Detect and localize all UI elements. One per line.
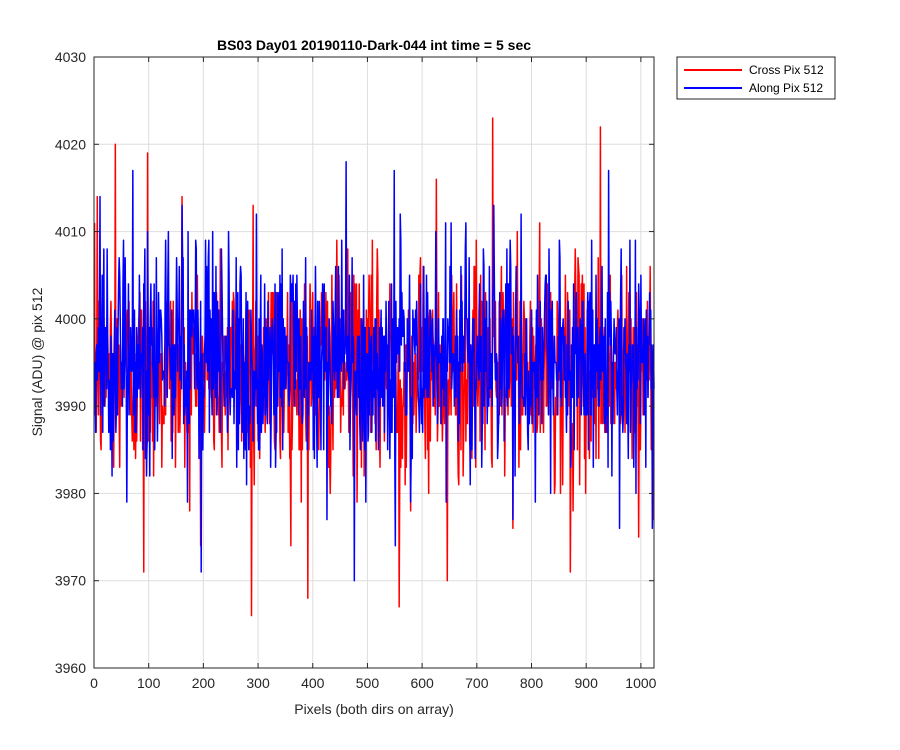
y-axis-label: Signal (ADU) @ pix 512 xyxy=(29,287,45,436)
y-tick-label: 3970 xyxy=(55,573,86,589)
legend-entry-cross: Cross Pix 512 xyxy=(749,63,824,77)
plot-frame xyxy=(93,56,655,669)
x-tick-label: 300 xyxy=(246,675,270,691)
x-tick-label: 200 xyxy=(192,675,216,691)
x-tick-labels: 0 100 200 300 400 500 600 700 800 900 1000 xyxy=(90,675,657,691)
y-tick-label: 4020 xyxy=(55,136,86,152)
x-tick-label: 0 xyxy=(90,675,98,691)
x-tick-label: 800 xyxy=(520,675,544,691)
legend-entry-along: Along Pix 512 xyxy=(749,81,823,95)
y-tick-label: 4010 xyxy=(55,224,86,240)
x-tick-label: 100 xyxy=(137,675,161,691)
y-tick-label: 3960 xyxy=(55,660,86,676)
x-tick-label: 500 xyxy=(356,675,380,691)
y-tick-label: 3980 xyxy=(55,485,86,501)
axis-ticks xyxy=(93,56,654,669)
chart-title: BS03 Day01 20190110-Dark-044 int time = … xyxy=(217,37,531,53)
legend: Cross Pix 512 Along Pix 512 xyxy=(676,56,836,100)
y-tick-label: 4030 xyxy=(55,49,86,65)
legend-box xyxy=(676,56,836,100)
x-tick-label: 900 xyxy=(575,675,599,691)
y-tick-label: 4000 xyxy=(55,311,86,327)
x-tick-label: 600 xyxy=(410,675,434,691)
y-tick-label: 3990 xyxy=(55,398,86,414)
series-layer xyxy=(93,117,655,617)
x-axis-label: Pixels (both dirs on array) xyxy=(294,701,454,717)
x-tick-label: 1000 xyxy=(625,675,656,691)
y-tick-labels: 3960 3970 3980 3990 4000 4010 4020 4030 xyxy=(55,49,86,676)
x-tick-label: 700 xyxy=(465,675,489,691)
series-line-along xyxy=(94,160,655,582)
x-tick-label: 400 xyxy=(301,675,325,691)
